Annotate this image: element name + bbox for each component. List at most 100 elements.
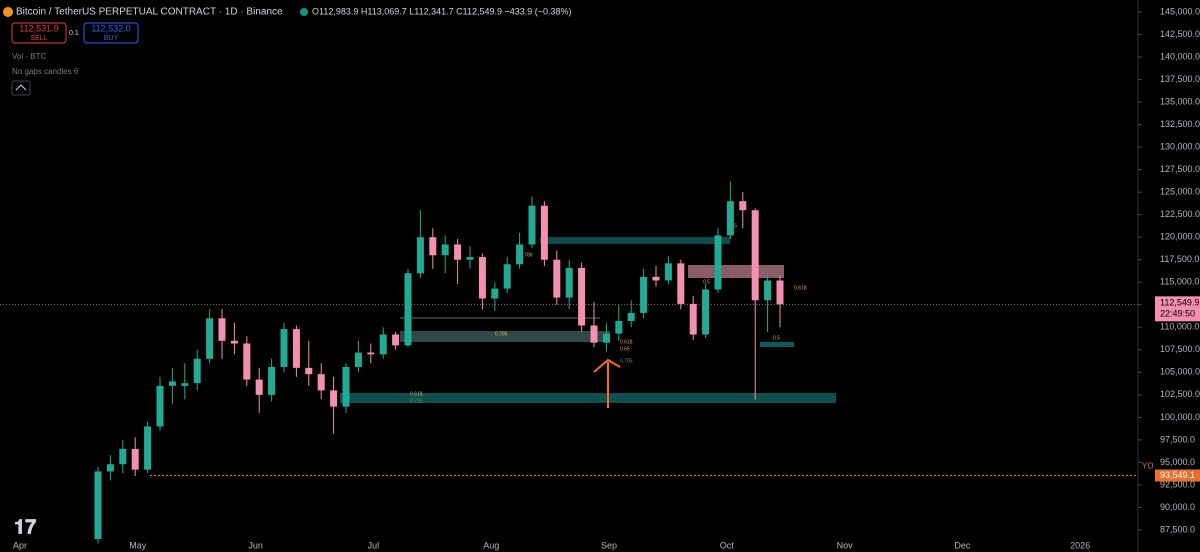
candle-body — [503, 264, 511, 289]
fib-label: 0.705 — [410, 398, 423, 404]
candle-body — [317, 374, 325, 391]
y-tick-label: 115,000.0 — [1160, 277, 1199, 287]
arrow — [593, 358, 621, 408]
x-tick-label: Apr — [13, 540, 27, 550]
x-tick-label: Jun — [248, 540, 263, 550]
candle-body — [590, 325, 598, 343]
y-tick-label: 90,000.0 — [1160, 502, 1195, 512]
candle-body — [429, 237, 437, 256]
fib-label: 0.5 — [773, 335, 780, 341]
candle-body — [292, 329, 300, 368]
candle-body — [354, 352, 362, 367]
x-tick-label: May — [129, 540, 147, 550]
yo-name: YO — [1142, 462, 1154, 471]
y-tick-label: 132,500.0 — [1160, 119, 1200, 129]
candle-body — [540, 205, 548, 260]
candle-body — [677, 263, 685, 304]
buy-label: BUY — [104, 35, 119, 42]
candle-body — [168, 381, 176, 386]
candle-body — [280, 329, 288, 367]
candle-body — [144, 426, 152, 470]
candle-body — [714, 235, 722, 290]
candle-body — [404, 273, 412, 346]
collapse-button[interactable] — [11, 80, 31, 96]
x-tick-label: Dec — [954, 540, 971, 550]
candle-body — [664, 263, 672, 281]
candle-body — [491, 288, 499, 299]
zone — [760, 342, 794, 347]
y-tick-label: 135,000.0 — [1160, 96, 1200, 106]
yo-box — [1155, 469, 1200, 482]
candle-body — [206, 318, 214, 359]
x-tick-label: Oct — [720, 540, 735, 550]
candle-body — [627, 312, 635, 321]
candle-body — [379, 334, 387, 355]
last-price-label: 112,549.9 — [1160, 298, 1199, 308]
candle-body — [268, 366, 276, 395]
candle-body — [330, 390, 338, 407]
fib-label: 0.5 — [703, 279, 710, 285]
candle-body — [689, 303, 697, 335]
indicator[interactable]: Vol · BTC — [12, 52, 46, 61]
candle-body — [751, 210, 759, 301]
x-tick-label: Jul — [368, 540, 380, 550]
candle-body — [516, 244, 524, 265]
symbol-title: Bitcoin / TetherUS PERPETUAL CONTRACT · … — [16, 7, 283, 18]
last-price-box — [1155, 296, 1200, 322]
countdown: 22:49:50 — [1160, 309, 1195, 319]
y-tick-label: 125,000.0 — [1160, 187, 1200, 197]
candle-body — [764, 280, 772, 301]
candle-body — [305, 367, 313, 375]
y-tick-label: 102,500.0 — [1160, 389, 1200, 399]
candle-body — [441, 244, 449, 256]
fib-label: 0.786 — [495, 331, 508, 337]
candle-body — [578, 267, 586, 326]
candle-body — [218, 318, 226, 341]
y-tick-label: 140,000.0 — [1160, 51, 1200, 61]
y-tick-label: 87,500.0 — [1160, 524, 1195, 534]
buy-button[interactable] — [83, 22, 139, 44]
collapse-icon — [15, 84, 27, 91]
spread: 0.1 — [69, 30, 79, 37]
x-tick-label: Aug — [483, 540, 499, 550]
candle-body — [565, 267, 573, 298]
y-tick-label: 142,500.0 — [1160, 29, 1200, 39]
candle-body — [615, 320, 623, 334]
candle-body — [640, 276, 648, 313]
y-tick-label: 107,500.0 — [1160, 344, 1200, 354]
y-tick-label: 130,000.0 — [1160, 142, 1200, 152]
candle-body — [528, 205, 536, 245]
btc-icon — [3, 7, 13, 17]
candle-body — [181, 383, 189, 386]
candle-body — [602, 333, 610, 343]
x-tick-label: 2026 — [1070, 540, 1090, 550]
fib-label: 0.618 — [410, 391, 423, 397]
y-tick-label: 122,500.0 — [1160, 209, 1200, 219]
yo-label: 93,549.1 — [1160, 470, 1195, 480]
y-tick-label: 100,000.0 — [1160, 412, 1200, 422]
y-tick-label: 110,000.0 — [1160, 322, 1199, 332]
y-tick-label: 117,500.0 — [1160, 254, 1199, 264]
candle-body — [553, 259, 561, 298]
fib-label: 0.618 — [620, 339, 633, 345]
sell-button[interactable] — [11, 22, 67, 44]
y-tick-label: 145,000.0 — [1160, 6, 1200, 16]
fib-label: 0.786 — [520, 252, 533, 258]
zone — [688, 265, 784, 278]
candle-body — [193, 358, 201, 384]
zone — [540, 237, 730, 244]
candle-body — [416, 237, 424, 274]
candle-body — [255, 379, 263, 395]
status-dot — [300, 8, 308, 16]
fib-label: 0.618 — [794, 285, 807, 291]
candle-body — [478, 257, 486, 299]
candle-body — [106, 464, 114, 472]
indicator[interactable]: No gaps candles 6 — [12, 67, 79, 76]
sell-price: 112,531.9 — [19, 23, 58, 33]
zone — [340, 393, 836, 403]
y-tick-label: 120,000.0 — [1160, 232, 1200, 242]
candle-body — [94, 471, 102, 540]
y-tick-label: 137,500.0 — [1160, 74, 1200, 84]
